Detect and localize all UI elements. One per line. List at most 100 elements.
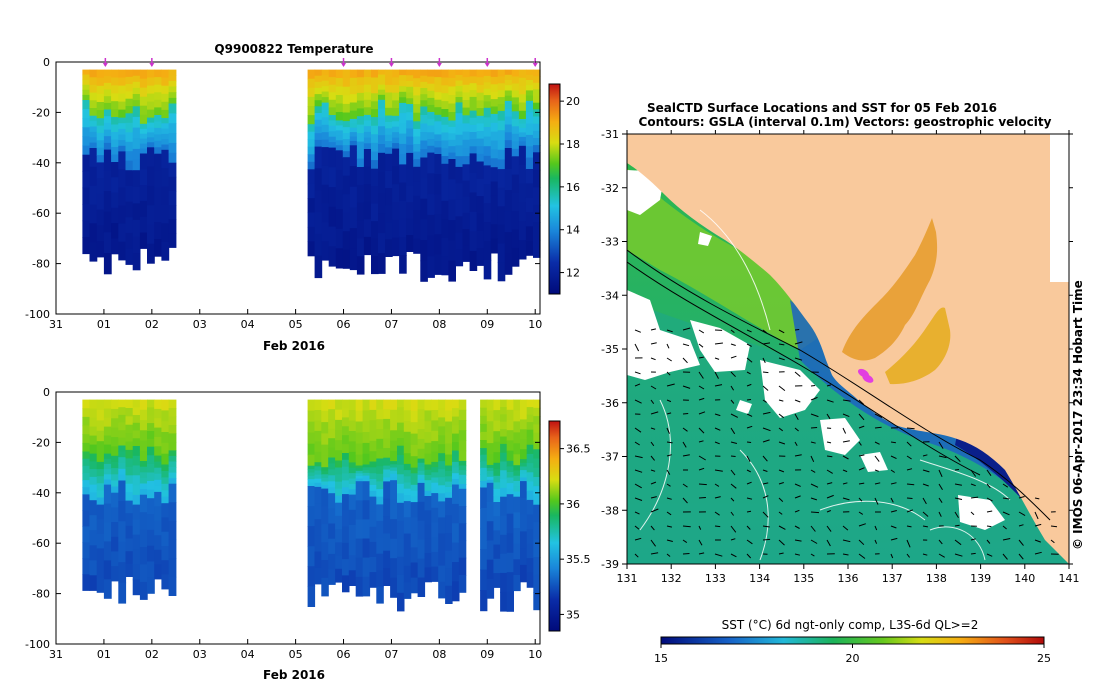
profile-cell: [378, 84, 386, 91]
profile-cell: [103, 170, 112, 192]
profile-cell: [434, 92, 442, 101]
profile-cell: [420, 88, 428, 95]
profile-cell: [504, 80, 513, 86]
profile-cell: [399, 218, 407, 238]
profile-cell: [89, 426, 98, 437]
velocity-vector: [874, 426, 882, 429]
velocity-vector: [970, 483, 976, 487]
profile-cell: [376, 429, 384, 440]
profile-cell: [462, 69, 471, 78]
profile-cell: [161, 139, 170, 146]
profile-cell: [111, 223, 119, 239]
profile-cell: [533, 486, 541, 496]
profile-cell: [469, 103, 478, 112]
profile-cell: [349, 127, 358, 133]
profile-cell: [513, 481, 521, 487]
profile-cell: [348, 420, 357, 432]
profile-cell: [161, 453, 170, 466]
profile-cell: [397, 422, 405, 431]
profile-cell: [307, 399, 316, 412]
profile-cell: [314, 466, 322, 471]
profile-cell: [132, 455, 141, 467]
profile-cell: [518, 119, 527, 125]
profile-cell: [125, 500, 134, 514]
profile-cell: [321, 577, 329, 597]
velocity-vector: [858, 399, 865, 405]
x-tick-label: 04: [241, 648, 255, 661]
x-tick-label: 10: [528, 318, 542, 331]
profile-cell: [111, 427, 119, 438]
profile-cell: [462, 115, 471, 125]
profile-cell: [168, 416, 177, 426]
profile-cell: [328, 107, 337, 116]
map-latitude-axis: -31-32-33-34-35-36-37-38-39: [601, 128, 1073, 571]
profile-cell: [363, 107, 372, 116]
profile-cell: [335, 419, 343, 431]
profile-cell: [111, 238, 119, 255]
profile-cell: [504, 108, 513, 118]
profile-cell: [307, 78, 316, 89]
velocity-vector: [1002, 497, 1010, 500]
profile-cell: [363, 99, 372, 108]
profile-cell: [469, 69, 478, 77]
profile-cell: [111, 147, 119, 156]
profile-cell: [349, 69, 358, 79]
profile-cell: [139, 148, 148, 154]
profile-cell: [168, 455, 177, 463]
velocity-vector: [746, 399, 752, 401]
profile-cell: [342, 103, 351, 114]
profile-cell: [125, 551, 134, 565]
velocity-vector: [682, 385, 691, 389]
profile-cell: [348, 483, 357, 490]
profile-cell: [118, 445, 127, 452]
velocity-vector: [762, 455, 768, 462]
velocity-vector: [730, 329, 735, 333]
profile-cell: [168, 478, 177, 485]
velocity-vector: [650, 357, 656, 361]
profile-cell: [397, 399, 405, 408]
velocity-vector: [666, 497, 672, 500]
profile-cell: [103, 453, 112, 460]
velocity-vector: [890, 469, 895, 473]
profile-cell: [431, 477, 439, 484]
profile-cell: [506, 533, 514, 554]
profile-cell: [335, 209, 344, 230]
profile-cell: [314, 100, 323, 107]
velocity-vector: [746, 481, 752, 485]
profile-cell: [314, 474, 322, 480]
profile-cell: [168, 233, 177, 248]
profile-cell: [434, 114, 442, 122]
profile-cell: [458, 465, 467, 471]
profile-cell: [533, 109, 541, 118]
profile-cell: [376, 570, 384, 588]
profile-cell: [458, 523, 467, 542]
velocity-vector: [922, 511, 929, 517]
velocity-vector: [874, 497, 879, 505]
temperature-title: Q9900822 Temperature: [214, 42, 373, 56]
profile-cell: [147, 472, 155, 482]
velocity-vector: [730, 427, 736, 435]
profile-cell: [307, 124, 316, 133]
profile-cell: [132, 116, 141, 129]
velocity-vector: [858, 425, 865, 429]
profile-cell: [455, 134, 464, 146]
velocity-vector: [746, 455, 751, 462]
profile-cell: [168, 408, 177, 418]
profile-cell: [458, 479, 467, 485]
profile-cell: [168, 219, 177, 234]
profile-cell: [513, 410, 521, 422]
profile-cell: [483, 127, 492, 138]
profile-cell: [356, 92, 365, 102]
velocity-vector: [794, 483, 801, 487]
profile-cell: [111, 177, 119, 194]
profile-cell: [513, 454, 521, 466]
profile-cell: [111, 154, 119, 163]
velocity-vector: [634, 441, 640, 446]
lon-tick-label: 135: [793, 572, 814, 585]
velocity-vector: [698, 397, 705, 401]
profile-cell: [486, 467, 495, 472]
velocity-vector: [666, 483, 671, 487]
profile-cell: [533, 222, 541, 241]
profile-cell: [328, 538, 336, 555]
profile-cell: [342, 69, 351, 79]
